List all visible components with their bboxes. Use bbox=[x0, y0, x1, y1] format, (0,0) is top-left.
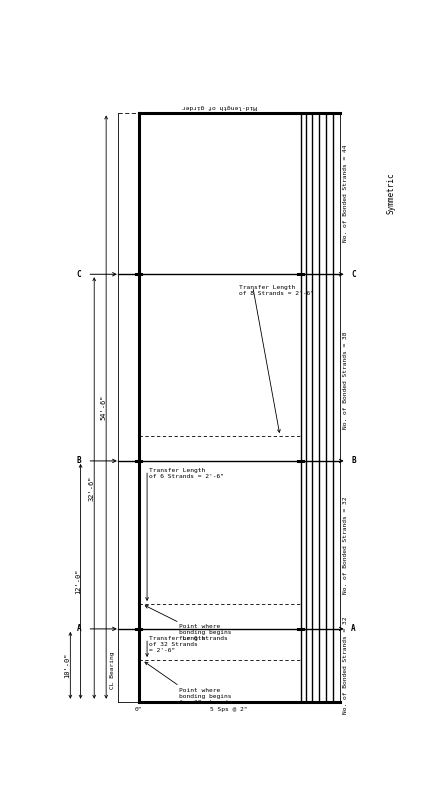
Text: Mid-length of girder: Mid-length of girder bbox=[182, 104, 257, 109]
Text: C: C bbox=[77, 270, 81, 279]
Text: 5 Sps @ 2": 5 Sps @ 2" bbox=[210, 707, 248, 712]
Text: 12'-0": 12'-0" bbox=[75, 569, 81, 594]
Text: A: A bbox=[351, 625, 356, 633]
Text: Transfer Length
of 32 Strands
= 2'-6": Transfer Length of 32 Strands = 2'-6" bbox=[149, 637, 205, 653]
Text: Transfer Length
of 8 Strands = 2'-6": Transfer Length of 8 Strands = 2'-6" bbox=[239, 285, 314, 297]
Text: Symmetric: Symmetric bbox=[386, 173, 396, 214]
Text: 10'-0": 10'-0" bbox=[65, 653, 70, 678]
Text: Point where
bonding begins
for 6 strands: Point where bonding begins for 6 strands bbox=[180, 624, 232, 641]
Text: No. of Bonded Strands = 32: No. of Bonded Strands = 32 bbox=[343, 617, 348, 714]
Text: 32'-6": 32'-6" bbox=[88, 475, 95, 501]
Text: Transfer Length
of 6 Strands = 2'-6": Transfer Length of 6 Strands = 2'-6" bbox=[149, 469, 224, 479]
Text: C: C bbox=[351, 270, 356, 279]
Text: No. of Bonded Strands = 44: No. of Bonded Strands = 44 bbox=[343, 145, 348, 242]
Text: A: A bbox=[77, 625, 81, 633]
Text: B: B bbox=[351, 457, 356, 465]
Text: 0": 0" bbox=[135, 707, 142, 712]
Text: Point where
bonding begins
for 32 strands: Point where bonding begins for 32 strand… bbox=[180, 688, 232, 705]
Text: B: B bbox=[77, 457, 81, 465]
Text: No. of Bonded Strands = 32: No. of Bonded Strands = 32 bbox=[343, 496, 348, 594]
Text: No. of Bonded Strands = 38: No. of Bonded Strands = 38 bbox=[343, 331, 348, 429]
Text: 54'-6": 54'-6" bbox=[100, 394, 106, 420]
Text: CL Bearing: CL Bearing bbox=[110, 652, 115, 689]
